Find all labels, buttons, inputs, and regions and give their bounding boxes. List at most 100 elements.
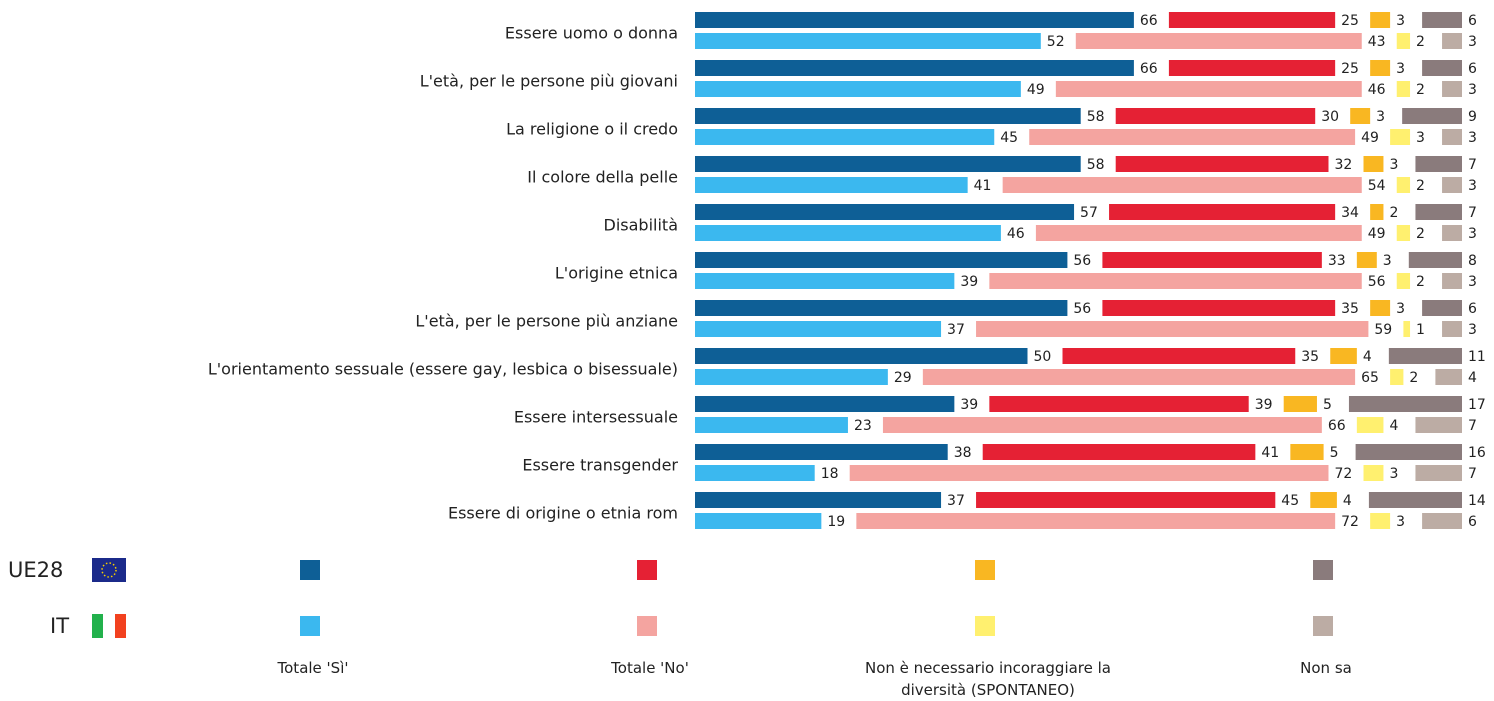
- bar-segment: [1403, 321, 1411, 337]
- bar-segment: [1363, 156, 1384, 172]
- value-label: 6: [1468, 301, 1477, 317]
- eu-flag: [92, 558, 126, 582]
- value-label: 49: [1361, 130, 1379, 146]
- category-label: L'età, per le persone più giovani: [420, 72, 678, 91]
- value-label: 5: [1323, 397, 1332, 413]
- value-label: 56: [1073, 253, 1091, 269]
- bar-segment: [695, 513, 822, 529]
- legend-swatch: [300, 560, 320, 580]
- value-label: 4: [1389, 418, 1398, 434]
- bar-segment: [695, 396, 955, 412]
- bar-segment: [1408, 252, 1462, 268]
- bar-segment: [695, 252, 1068, 268]
- value-label: 7: [1468, 205, 1477, 221]
- value-label: 3: [1383, 253, 1392, 269]
- value-label: 7: [1468, 157, 1477, 173]
- bar-segment: [695, 60, 1134, 76]
- bar-segment: [1415, 204, 1462, 220]
- legend-label: Non è necessario incoraggiare la diversi…: [864, 659, 1112, 699]
- value-label: 8: [1468, 253, 1477, 269]
- bar-segment: [1168, 60, 1336, 76]
- value-label: 2: [1416, 226, 1425, 242]
- bar-segment: [695, 177, 968, 193]
- bar-segment: [1422, 12, 1462, 28]
- value-label: 34: [1341, 205, 1359, 221]
- bar-segment: [695, 465, 815, 481]
- bar-segment: [1055, 81, 1362, 97]
- value-label: 3: [1389, 157, 1398, 173]
- bar-segment: [1442, 225, 1462, 241]
- bar-segment: [695, 348, 1028, 364]
- bar-segment: [1390, 369, 1404, 385]
- bar-segment: [1435, 369, 1462, 385]
- value-label: 16: [1468, 445, 1486, 461]
- bar-segment: [1102, 300, 1336, 316]
- value-label: 19: [827, 514, 845, 530]
- value-label: 38: [954, 445, 972, 461]
- bar-segment: [1283, 396, 1317, 412]
- bar-segment: [695, 81, 1021, 97]
- bar-segment: [1402, 108, 1462, 124]
- bar-segment: [1062, 348, 1296, 364]
- bar-segment: [1396, 225, 1411, 241]
- bar-segment: [1442, 33, 1462, 49]
- bar-segment: [1356, 417, 1384, 433]
- value-label: 72: [1335, 466, 1353, 482]
- bar-segment: [695, 108, 1081, 124]
- value-label: 3: [1468, 226, 1477, 242]
- bar-segment: [849, 465, 1329, 481]
- bar-segment: [1370, 204, 1384, 220]
- bar-segment: [695, 492, 942, 508]
- bar-segment: [1396, 177, 1411, 193]
- value-label: 35: [1341, 301, 1359, 317]
- category-label: L'età, per le persone più anziane: [415, 312, 678, 331]
- value-label: 3: [1396, 514, 1405, 530]
- value-label: 58: [1087, 157, 1105, 173]
- value-label: 35: [1301, 349, 1319, 365]
- bar-segment: [1356, 252, 1377, 268]
- value-label: 2: [1389, 205, 1398, 221]
- value-label: 3: [1468, 82, 1477, 98]
- value-label: 49: [1027, 82, 1045, 98]
- legend-swatch: [637, 560, 657, 580]
- bar-segment: [1390, 129, 1411, 145]
- value-label: 39: [960, 397, 978, 413]
- bar-segment: [695, 33, 1041, 49]
- bar-segment: [1422, 60, 1462, 76]
- category-label: Essere intersessuale: [514, 408, 678, 427]
- bar-segment: [695, 444, 948, 460]
- value-label: 3: [1376, 109, 1385, 125]
- bar-segment: [1368, 492, 1462, 508]
- bar-segment: [976, 492, 1276, 508]
- bar-segment: [1415, 417, 1462, 433]
- bar-segment: [1355, 444, 1462, 460]
- value-label: 9: [1468, 109, 1477, 125]
- value-label: 2: [1409, 370, 1418, 386]
- bar-segment: [1370, 12, 1391, 28]
- group-label: UE28: [8, 558, 63, 582]
- bar-segment: [1363, 465, 1384, 481]
- bar-segment: [1442, 129, 1462, 145]
- value-label: 7: [1468, 466, 1477, 482]
- legend-swatch: [637, 616, 657, 636]
- bar-segment: [1396, 33, 1411, 49]
- value-label: 23: [854, 418, 872, 434]
- value-label: 39: [960, 274, 978, 290]
- value-label: 3: [1389, 466, 1398, 482]
- bar-segment: [695, 129, 995, 145]
- value-label: 1: [1416, 322, 1425, 338]
- value-label: 33: [1328, 253, 1346, 269]
- value-label: 2: [1416, 274, 1425, 290]
- bar-segment: [1075, 33, 1362, 49]
- bar-segment: [1388, 348, 1462, 364]
- value-label: 45: [1281, 493, 1299, 509]
- category-label: L'orientamento sessuale (essere gay, les…: [208, 360, 678, 379]
- bar-segment: [1290, 444, 1324, 460]
- bar-segment: [695, 300, 1068, 316]
- bar-segment: [982, 444, 1256, 460]
- value-label: 52: [1047, 34, 1065, 50]
- value-label: 30: [1321, 109, 1339, 125]
- value-label: 6: [1468, 514, 1477, 530]
- value-label: 66: [1140, 13, 1158, 29]
- bar-segment: [1442, 177, 1462, 193]
